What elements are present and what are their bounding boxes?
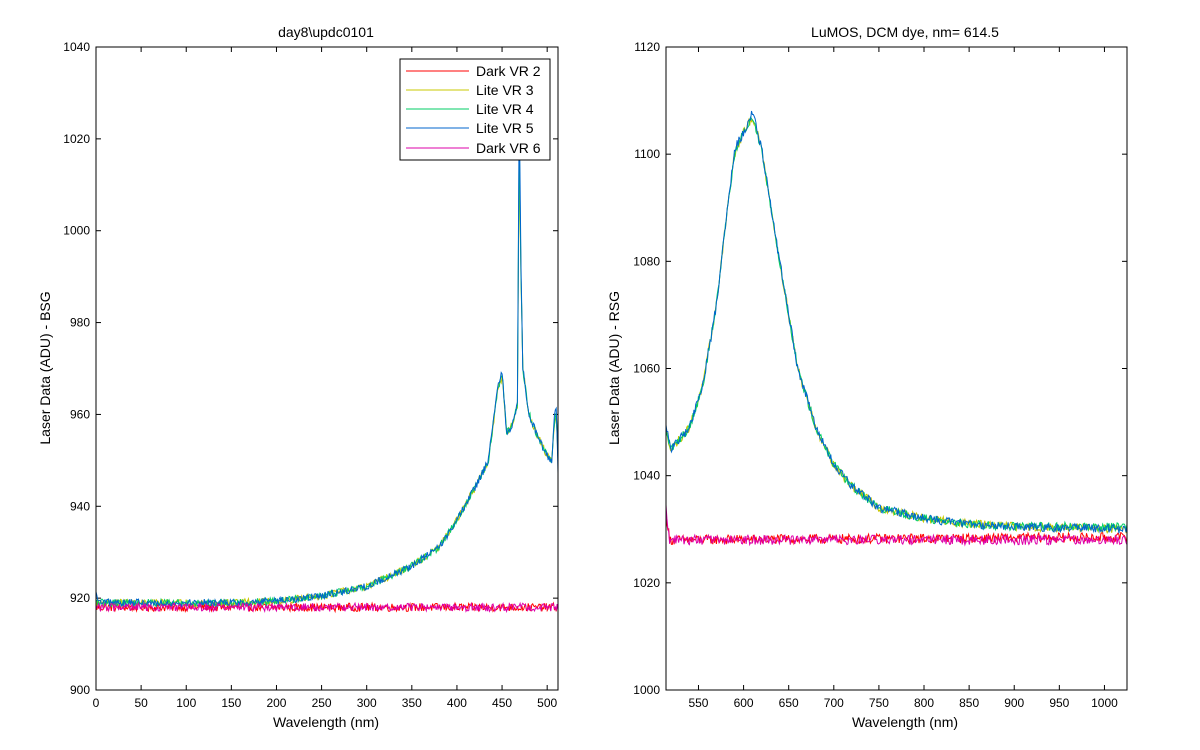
left-y-tick-label: 980	[70, 316, 90, 330]
right-series-line-series-2	[665, 117, 1128, 534]
right-x-tick-label: 850	[959, 696, 979, 710]
left-x-tick-label: 350	[402, 696, 422, 710]
right-y-tick-label: 1020	[633, 576, 660, 590]
left-series-line-lite-vr-4	[95, 135, 559, 608]
left-chart-series	[95, 104, 559, 614]
left-chart-axes-box	[95, 46, 559, 691]
legend-entry-dark-vr-2: Dark VR 2	[406, 63, 541, 79]
left-series-line-lite-vr-5	[95, 104, 559, 608]
right-x-tick-label: 550	[688, 696, 708, 710]
left-x-tick-label: 50	[134, 696, 148, 710]
right-y-tick-label: 1080	[633, 254, 660, 268]
right-chart-ticks: 550 600 650 700 750 800 850 900 950 1000 1000 1020 1…	[633, 40, 1127, 710]
legend-entry-dark-vr-6: Dark VR 6	[406, 140, 541, 156]
left-x-tick-label: 300	[357, 696, 377, 710]
left-y-tick-label: 1000	[63, 224, 90, 238]
right-x-tick-label: 700	[824, 696, 844, 710]
right-y-tick-label: 1120	[634, 40, 660, 54]
left-chart-legend: Dark VR 2 Lite VR 3 Lite VR 4 Lite VR 5 …	[399, 58, 551, 161]
left-y-tick-label: 960	[70, 407, 90, 421]
left-series-line-dark-vr-6	[95, 601, 559, 614]
left-x-tick-label: 450	[492, 696, 512, 710]
left-y-tick-label: 1020	[63, 132, 90, 146]
right-x-tick-label: 600	[734, 696, 754, 710]
right-chart-panel: LuMOS, DCM dye, nm= 614.5 Wavelength (nm…	[606, 24, 1128, 730]
left-chart-y-axis-label: Laser Data (ADU) - BSG	[37, 291, 53, 444]
right-chart-title: LuMOS, DCM dye, nm= 614.5	[811, 24, 999, 40]
left-chart-x-axis-label: Wavelength (nm)	[273, 714, 379, 730]
left-y-tick-label: 900	[70, 683, 90, 697]
left-series-line-lite-vr-3	[95, 164, 559, 609]
left-x-tick-label: 150	[221, 696, 241, 710]
left-series-line-dark-vr-2	[95, 601, 559, 614]
right-x-tick-label: 800	[914, 696, 934, 710]
legend-label-lite-vr-5: Lite VR 5	[476, 120, 534, 136]
right-chart-axes-box	[665, 46, 1128, 691]
left-x-tick-label: 100	[176, 696, 196, 710]
right-series-line-series-5	[665, 504, 1128, 547]
legend-label-dark-vr-6: Dark VR 6	[476, 140, 541, 156]
left-x-tick-label: 200	[266, 696, 286, 710]
left-x-tick-label: 500	[537, 696, 557, 710]
left-chart-panel: day8\updc0101 Wavelength (nm) Laser Data…	[37, 24, 559, 730]
right-x-tick-label: 900	[1004, 696, 1024, 710]
right-x-tick-label: 650	[779, 696, 799, 710]
right-x-tick-label: 1000	[1091, 696, 1118, 710]
legend-entry-lite-vr-3: Lite VR 3	[406, 82, 534, 98]
left-chart-ticks: 0 50 100 150 200 250 300 350 400 450 500 900 920 940 9…	[63, 40, 558, 710]
legend-entry-lite-vr-4: Lite VR 4	[406, 101, 534, 117]
right-chart-series	[665, 110, 1128, 547]
right-series-line-series-3	[665, 115, 1128, 533]
right-y-tick-label: 1060	[633, 362, 660, 376]
right-x-tick-label: 750	[869, 696, 889, 710]
left-y-tick-label: 1040	[63, 40, 90, 54]
left-y-tick-label: 940	[70, 499, 90, 513]
right-y-tick-label: 1040	[633, 469, 660, 483]
right-chart-x-axis-label: Wavelength (nm)	[852, 714, 958, 730]
legend-entry-lite-vr-5: Lite VR 5	[406, 120, 534, 136]
right-y-tick-label: 1000	[633, 683, 660, 697]
right-series-line-series-4	[665, 110, 1128, 534]
left-x-tick-label: 0	[93, 696, 100, 710]
left-chart-title: day8\updc0101	[278, 24, 374, 40]
legend-label-lite-vr-3: Lite VR 3	[476, 82, 534, 98]
legend-label-dark-vr-2: Dark VR 2	[476, 63, 541, 79]
left-x-tick-label: 400	[447, 696, 467, 710]
legend-label-lite-vr-4: Lite VR 4	[476, 101, 534, 117]
right-y-tick-label: 1100	[634, 147, 660, 161]
right-chart-y-axis-label: Laser Data (ADU) - RSG	[606, 291, 622, 445]
right-x-tick-label: 950	[1049, 696, 1069, 710]
left-y-tick-label: 920	[70, 591, 90, 605]
left-x-tick-label: 250	[312, 696, 332, 710]
